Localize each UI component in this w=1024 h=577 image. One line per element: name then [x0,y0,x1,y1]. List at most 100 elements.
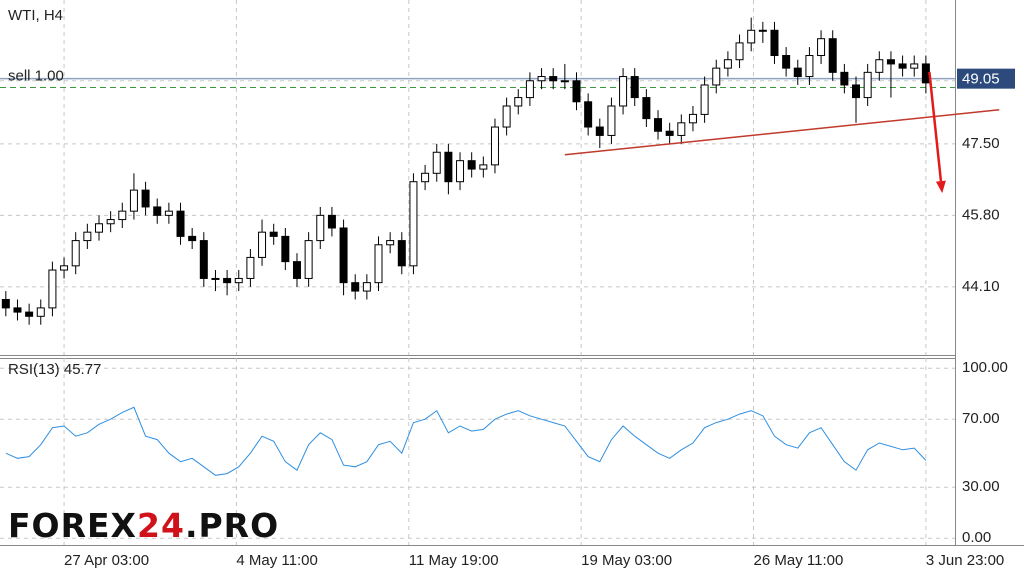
candle-body [223,277,232,284]
candle-body [630,76,639,99]
candle-body [828,38,837,73]
y-tick-label: 44.10 [962,278,1000,295]
candle-body [898,63,907,69]
candle-body [432,151,441,174]
candle-body [106,219,115,225]
candle-body [560,80,569,83]
candle-body [292,261,301,279]
y-tick-label: 45.80 [962,206,1000,223]
rsi-title: RSI(13) 45.77 [8,361,101,378]
candle-body [642,97,651,120]
candle-body [1,298,10,309]
candle-body [467,160,476,170]
candle-body [48,269,57,309]
watermark: FOREX24.PRO [8,506,279,545]
candle-body [36,307,45,317]
candle-body [886,59,895,65]
trendline [564,109,1000,156]
candle-body [782,55,791,69]
candle-body [910,63,919,69]
candle-body [456,160,465,183]
chart-title: WTI, H4 [8,7,63,24]
candle-body [316,214,325,242]
candle-body [386,240,395,246]
candle-body [71,240,80,267]
candle-body [444,151,453,183]
candle-body [758,29,767,32]
candle-body [654,118,663,132]
candle-body [60,265,69,271]
candle-body [409,181,418,267]
candle-body [607,105,616,136]
y-tick-label: 0.00 [962,529,991,546]
candle-body [863,71,872,99]
candle-body [688,113,697,124]
candle-body [211,277,220,280]
candle-body [677,122,686,136]
candle-body [537,76,546,82]
candle-body [188,235,197,242]
candle-body [153,206,162,216]
candle-body [269,231,278,237]
price-marker [957,68,1015,89]
sell-label: sell 1.00 [8,68,64,85]
price-marker-label: 49.05 [962,71,1000,88]
candle-body [584,101,593,128]
candle-body [94,223,103,233]
candle-body [421,172,430,183]
candle-body [176,210,185,237]
candle-body [712,67,721,86]
candle-body [199,240,208,279]
candle-body [770,29,779,57]
candle-body [304,240,313,279]
watermark-part: .PRO [185,506,279,545]
candle-body [25,311,34,317]
candle-body [281,235,290,263]
candle-body [525,80,534,99]
x-tick-label: 19 May 03:00 [581,552,672,569]
candle-body [514,97,523,107]
candle-body [817,38,826,57]
candle-body [246,256,255,279]
candle-body [164,210,173,216]
y-tick-label: 70.00 [962,410,1000,427]
x-tick-label: 3 Jun 23:00 [926,552,1004,569]
candle-body [572,80,581,103]
candle-body [83,231,92,242]
x-tick-label: 26 May 11:00 [754,552,844,569]
y-tick-label: 100.00 [962,359,1008,376]
candle-body [852,84,861,99]
arrow-head [935,180,946,194]
candle-body [723,59,732,69]
candle-body [141,189,150,208]
candle-body [234,277,243,284]
candle-body [875,59,884,73]
candle-body [502,105,511,128]
candle-body [747,29,756,44]
candle-body [805,55,814,78]
candle-body [619,76,628,107]
candle-body [374,244,383,284]
candle-body [258,231,267,258]
candle-body [339,227,348,284]
x-tick-label: 11 May 19:00 [409,552,499,569]
candle-body [665,130,674,136]
candle-body [118,210,127,221]
watermark-part: FOREX [8,506,137,545]
rsi-line [5,406,927,476]
candle-body [397,240,406,267]
candle-body [840,71,849,86]
candle-body [13,307,22,313]
candle-body [479,164,488,170]
candle-body [700,84,709,115]
arrow [928,71,943,182]
x-tick-label: 4 May 11:00 [236,552,317,569]
candle-body [490,126,499,166]
y-tick-label: 30.00 [962,478,1000,495]
x-tick-label: 27 Apr 03:00 [64,552,149,569]
candle-body [129,189,138,212]
candle-body [327,214,336,229]
candle-body [351,282,360,292]
candle-body [735,42,744,61]
